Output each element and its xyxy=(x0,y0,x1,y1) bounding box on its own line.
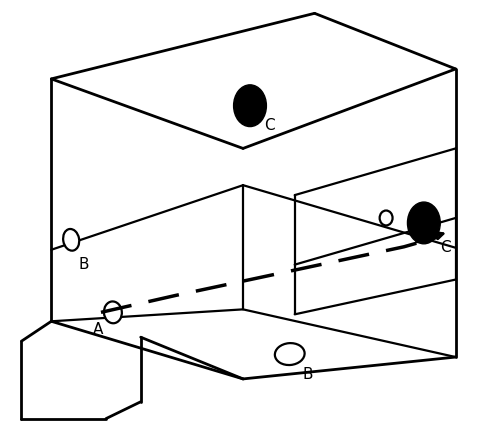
Ellipse shape xyxy=(104,302,122,323)
Text: C: C xyxy=(264,118,275,133)
Ellipse shape xyxy=(275,343,304,365)
Ellipse shape xyxy=(380,210,392,225)
Text: B: B xyxy=(302,368,313,383)
Ellipse shape xyxy=(408,202,440,244)
Ellipse shape xyxy=(63,229,79,250)
Text: B: B xyxy=(79,257,90,272)
Text: C: C xyxy=(440,240,451,255)
Ellipse shape xyxy=(234,85,266,127)
Text: A: A xyxy=(93,322,103,337)
